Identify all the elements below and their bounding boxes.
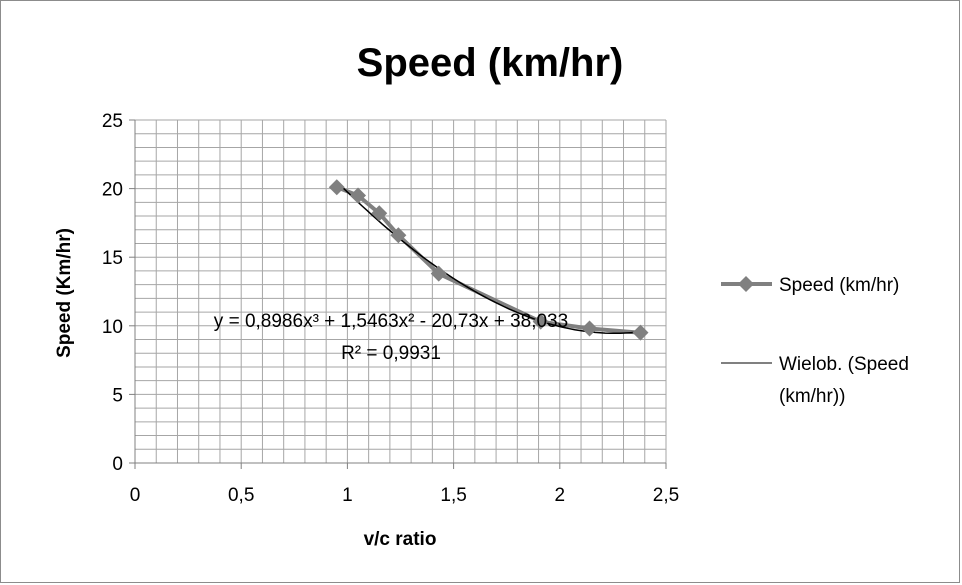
y-tick-label: 0	[112, 454, 123, 475]
x-axis-title: v/c ratio	[364, 529, 437, 550]
data-point	[581, 320, 598, 337]
chart-title: Speed (km/hr)	[357, 41, 624, 85]
x-tick-label: 1	[342, 485, 353, 506]
x-tick-label: 1,5	[440, 485, 466, 506]
data-point	[532, 313, 549, 330]
legend-series-marker	[738, 276, 754, 292]
y-tick-label: 5	[112, 385, 123, 406]
data-point	[390, 227, 407, 244]
y-tick-label: 20	[102, 180, 123, 201]
data-point	[328, 179, 345, 196]
series-markers	[328, 179, 649, 341]
grid	[134, 119, 667, 464]
y-axis-title: Speed (Km/hr)	[54, 228, 75, 358]
tick-labels: 0 0,5 1 1,5 2 2,5 0 5 10 15 20 25	[102, 111, 679, 506]
y-tick-label: 25	[102, 111, 123, 132]
x-tick-label: 0,5	[228, 485, 254, 506]
legend-label-trendline-1: Wielob. (Speed	[779, 354, 909, 375]
data-point	[371, 205, 388, 222]
data-point	[430, 265, 447, 282]
legend-label-trendline-2: (km/hr))	[779, 386, 845, 407]
legend: Speed (km/hr) Wielob. (Speed (km/hr))	[721, 275, 909, 407]
y-tick-label: 10	[102, 317, 123, 338]
x-tick-label: 2,5	[653, 485, 679, 506]
data-point	[350, 187, 367, 204]
data-point	[632, 324, 649, 341]
x-tick-label: 0	[130, 485, 141, 506]
trendline-equation: y = 0,8986x³ + 1,5463x² - 20,73x + 38,03…	[214, 311, 568, 332]
legend-label-speed: Speed (km/hr)	[779, 275, 899, 296]
trendline-r-squared: R² = 0,9931	[341, 343, 441, 364]
y-tick-label: 15	[102, 248, 123, 269]
axes	[134, 120, 666, 464]
x-tick-label: 2	[555, 485, 566, 506]
